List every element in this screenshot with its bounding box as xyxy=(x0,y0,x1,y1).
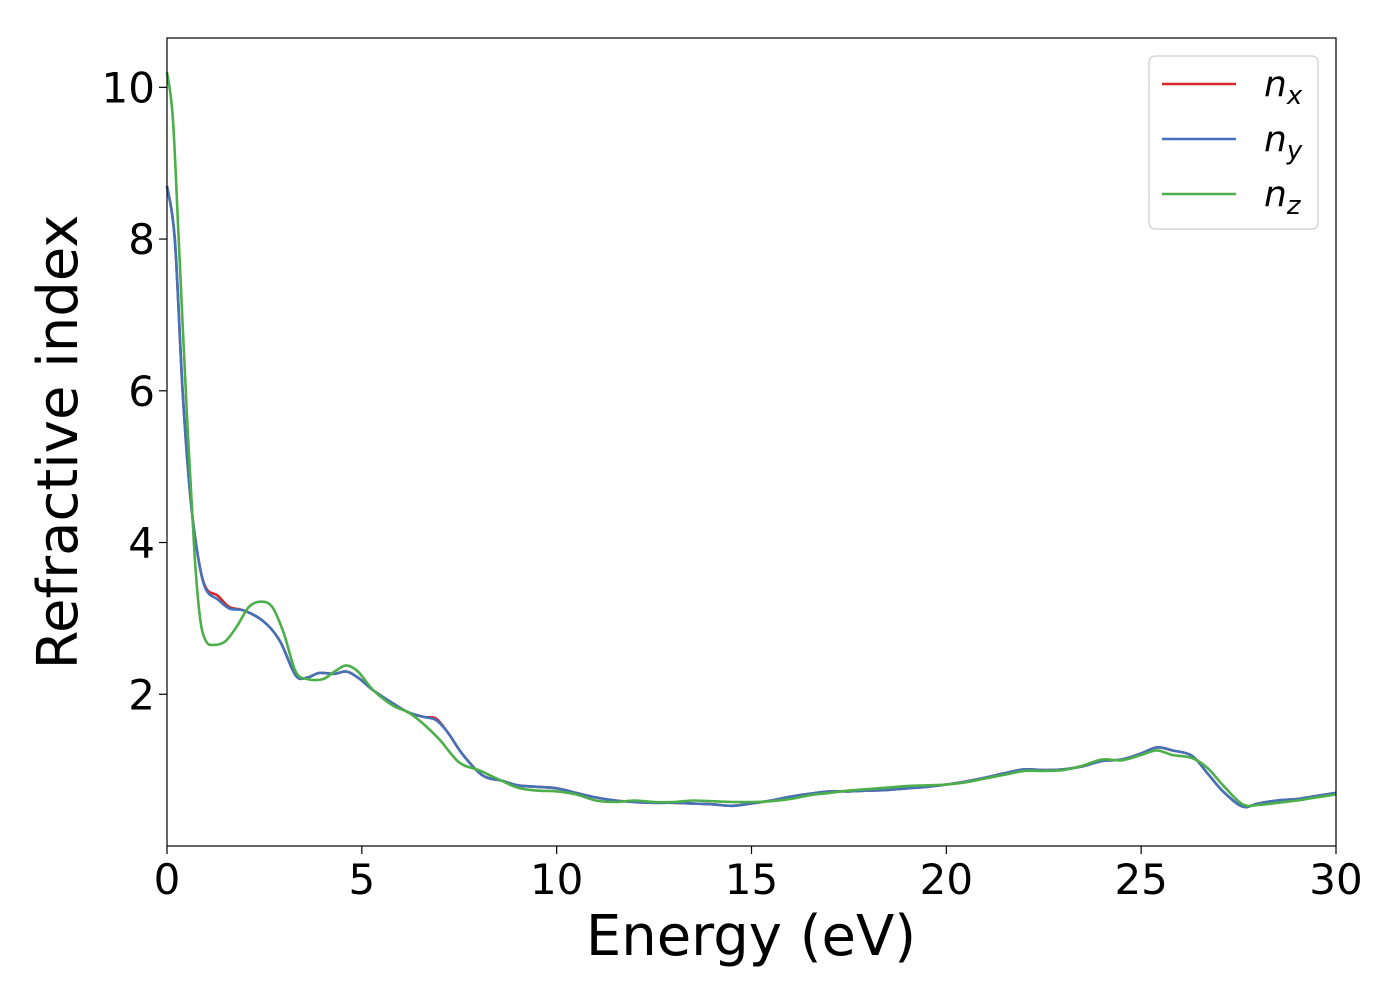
legend-frame xyxy=(1148,55,1319,230)
x-tick-label: 20 xyxy=(920,855,973,904)
x-axis: 0 5 10 15 20 25 30 xyxy=(154,846,1363,904)
y-tick-label: 6 xyxy=(128,367,155,416)
y-tick-label: 2 xyxy=(128,670,155,719)
y-axis-label: Refractive index xyxy=(26,215,91,670)
x-tick-label: 30 xyxy=(1309,855,1362,904)
y-tick-label: 8 xyxy=(128,215,155,264)
legend-label-x: nx xyxy=(1264,64,1303,111)
x-axis-label: Energy (eV) xyxy=(586,904,916,969)
y-tick-label: 4 xyxy=(128,519,155,568)
x-tick-label: 10 xyxy=(530,855,583,904)
x-tick-label: 0 xyxy=(154,855,181,904)
x-tick-label: 5 xyxy=(348,855,375,904)
x-tick-label: 25 xyxy=(1114,855,1167,904)
series-layer xyxy=(165,71,1337,809)
y-tick-label: 10 xyxy=(102,63,155,112)
legend-label-y: ny xyxy=(1264,119,1303,166)
x-tick-label: 15 xyxy=(725,855,778,904)
series-line-z xyxy=(165,71,1337,808)
y-axis: 2 4 6 8 10 xyxy=(102,63,167,719)
